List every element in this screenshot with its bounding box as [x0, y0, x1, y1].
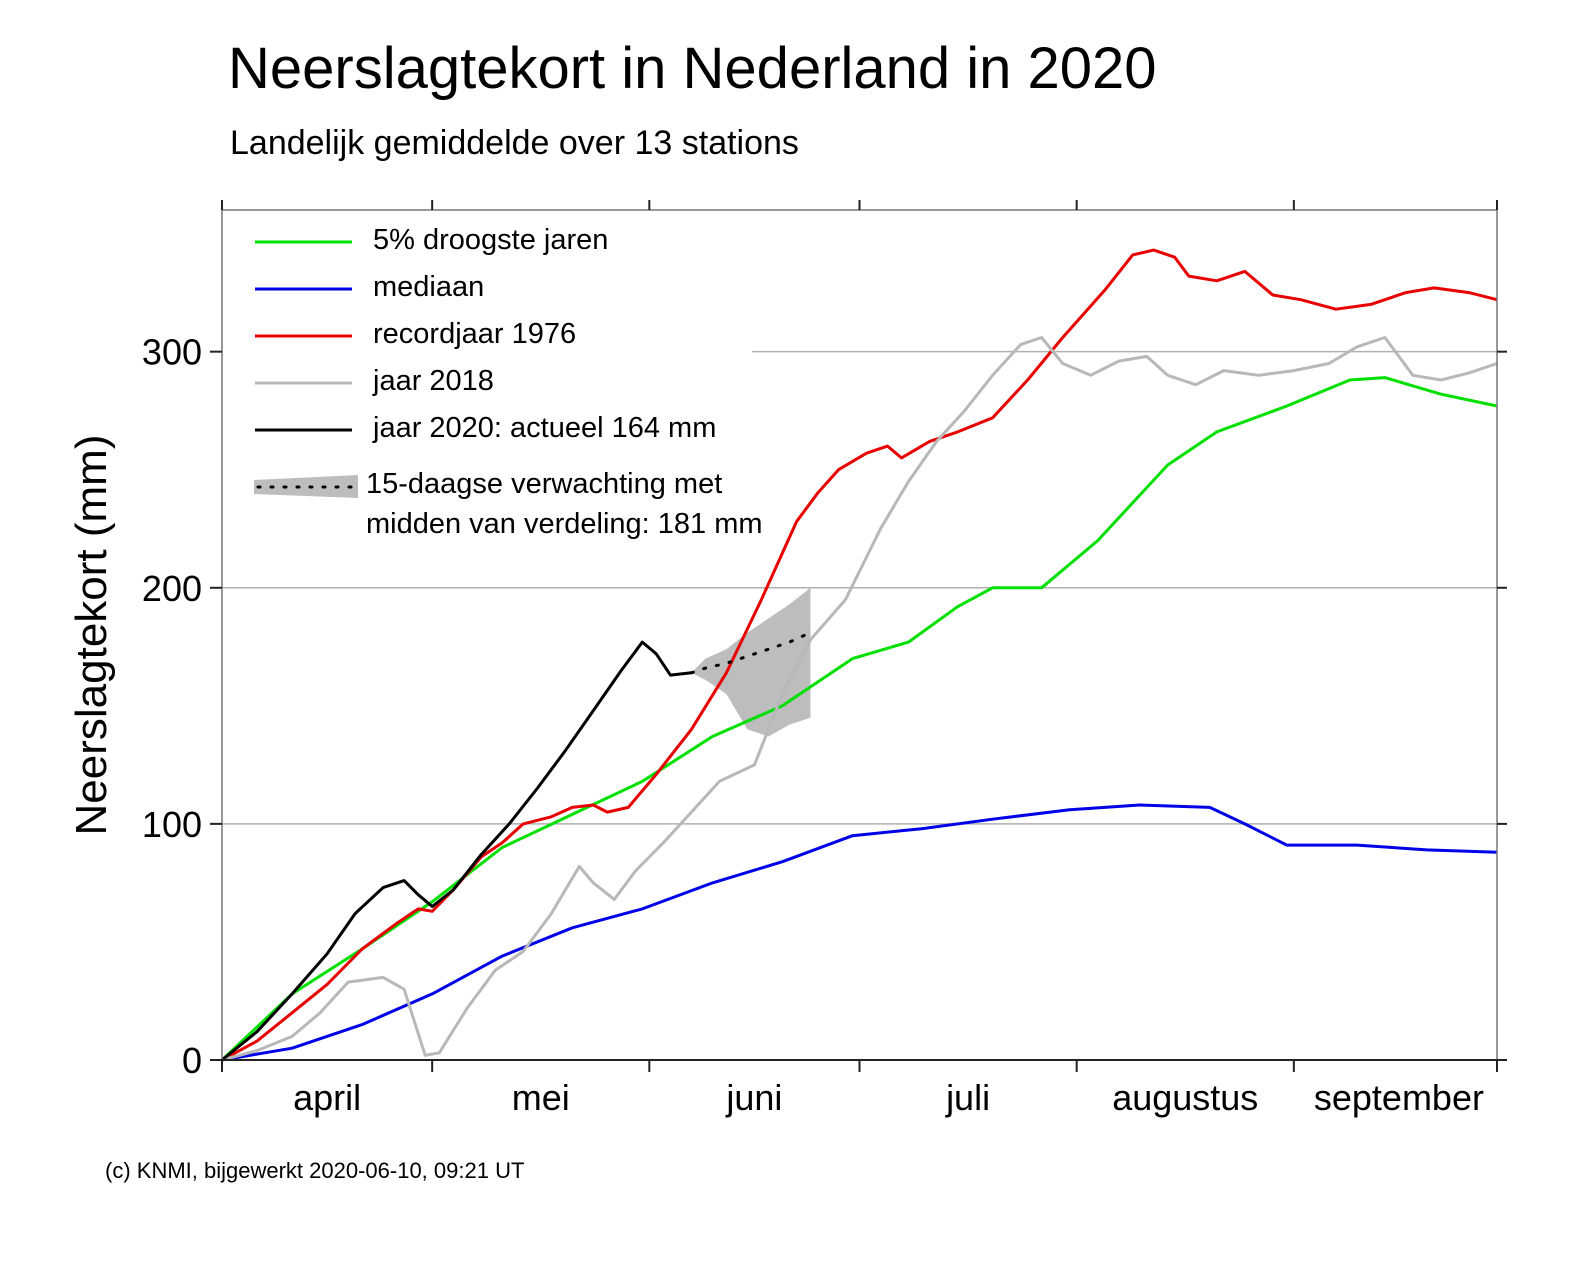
chart-subtitle: Landelijk gemiddelde over 13 stations: [230, 124, 799, 162]
x-tick-label-juni: juni: [725, 1077, 782, 1118]
legend: 5% droogste jaren mediaan recordjaar 1976 j…: [254, 224, 763, 540]
series-line-3: [221, 336, 1498, 1062]
legend-label-forecast-line1: 15-daagse verwachting met: [366, 468, 722, 500]
y-tick-label-200: 200: [142, 568, 202, 609]
legend-label-3: jaar 2018: [372, 365, 494, 397]
legend-label-1: mediaan: [373, 271, 484, 303]
x-tick-label-april: april: [293, 1077, 361, 1118]
forecast-band-layer: [691, 587, 811, 737]
legend-label-0: 5% droogste jaren: [373, 224, 608, 256]
gridlines: [222, 350, 1497, 825]
forecast-median-line: [689, 631, 812, 675]
y-axis-label: Neerslagtekort (mm): [67, 435, 116, 836]
legend-label-forecast-line2: midden van verdeling: 181 mm: [366, 508, 763, 540]
x-tick-label-mei: mei: [512, 1077, 570, 1118]
forecast-band: [691, 587, 811, 737]
legend-swatch-forecast-band: [254, 475, 358, 498]
copyright-note: (c) KNMI, bijgewerkt 2020-06-10, 09:21 U…: [105, 1158, 525, 1183]
series-layer: [220, 248, 1498, 1062]
y-tick-label-0: 0: [182, 1040, 202, 1081]
x-tick-label-augustus: augustus: [1112, 1077, 1258, 1118]
axes: 0 100 200 300 april mei juni juli augustus septem…: [67, 200, 1507, 1118]
series-line-4: [221, 640, 692, 1062]
series-line-1: [221, 803, 1498, 1062]
chart-title: Neerslagtekort in Nederland in 2020: [228, 36, 1157, 101]
y-tick-label-300: 300: [142, 332, 202, 373]
legend-label-4: jaar 2020: actueel 164 mm: [372, 412, 716, 444]
y-tick-label-100: 100: [142, 804, 202, 845]
x-tick-label-juli: juli: [945, 1077, 990, 1118]
legend-label-2: recordjaar 1976: [373, 318, 576, 350]
x-tick-label-september: september: [1314, 1077, 1484, 1118]
